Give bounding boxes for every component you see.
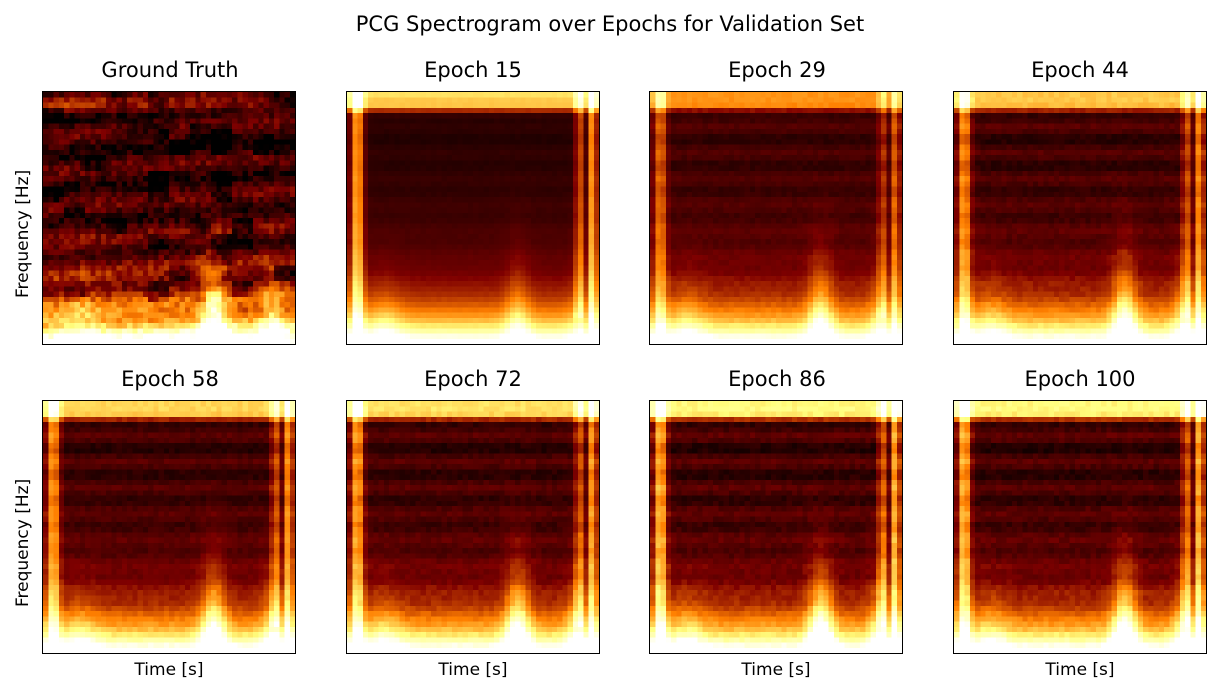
heatmap-epoch-29	[650, 92, 902, 344]
spectrogram-epoch-86	[649, 400, 903, 654]
panel-title-epoch-29: Epoch 29	[728, 58, 826, 82]
x-axis-label-col-4: Time [s]	[1045, 660, 1115, 680]
x-axis-label-col-2: Time [s]	[438, 660, 508, 680]
spectrogram-epoch-58	[42, 400, 296, 654]
heatmap-epoch-58	[43, 401, 295, 653]
heatmap-epoch-86	[650, 401, 902, 653]
panel-title-epoch-15: Epoch 15	[424, 58, 522, 82]
panel-title-ground-truth: Ground Truth	[101, 58, 239, 82]
x-axis-label-col-1: Time [s]	[134, 660, 204, 680]
heatmap-epoch-15	[347, 92, 599, 344]
panel-title-epoch-86: Epoch 86	[728, 367, 826, 391]
spectrogram-ground-truth	[42, 91, 296, 345]
y-axis-label-row-1: Frequency [Hz]	[13, 169, 33, 298]
x-axis-label-col-3: Time [s]	[741, 660, 811, 680]
panel-title-epoch-100: Epoch 100	[1024, 367, 1136, 391]
figure-title: PCG Spectrogram over Epochs for Validati…	[355, 12, 865, 36]
heatmap-epoch-100	[954, 401, 1206, 653]
spectrogram-epoch-29	[649, 91, 903, 345]
y-axis-label-row-2: Frequency [Hz]	[13, 478, 33, 607]
spectrogram-epoch-15	[346, 91, 600, 345]
heatmap-epoch-72	[347, 401, 599, 653]
heatmap-ground-truth	[43, 92, 295, 344]
spectrogram-epoch-44	[953, 91, 1207, 345]
panel-title-epoch-72: Epoch 72	[424, 367, 522, 391]
panel-title-epoch-58: Epoch 58	[121, 367, 219, 391]
panel-title-epoch-44: Epoch 44	[1031, 58, 1129, 82]
spectrogram-epoch-100	[953, 400, 1207, 654]
spectrogram-epoch-72	[346, 400, 600, 654]
heatmap-epoch-44	[954, 92, 1206, 344]
